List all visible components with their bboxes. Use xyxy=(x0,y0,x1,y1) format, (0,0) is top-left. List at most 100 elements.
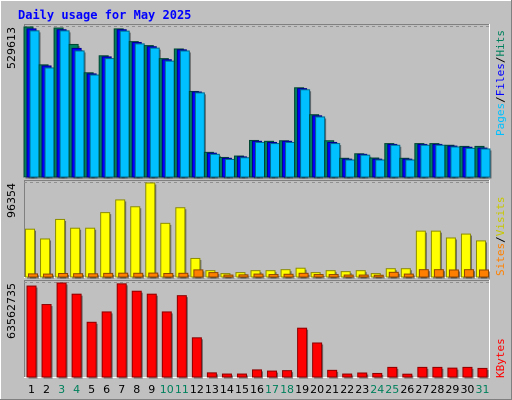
y-max-label: 96354 xyxy=(5,183,18,218)
pages-bar xyxy=(179,50,190,178)
visits-bar xyxy=(160,222,171,278)
legend-files: Files xyxy=(494,63,507,96)
kbytes-bar xyxy=(327,369,338,378)
sites-bar xyxy=(283,273,294,278)
x-tick-label: 30 xyxy=(460,383,474,396)
sites-bar xyxy=(373,274,384,278)
kbytes-bar xyxy=(252,369,262,378)
x-tick-label: 24 xyxy=(370,383,384,396)
pages-bar xyxy=(74,50,85,178)
x-tick-label: 1 xyxy=(28,383,35,396)
x-tick-label: 15 xyxy=(235,383,249,396)
visits-bar xyxy=(145,182,156,278)
x-tick-label: 8 xyxy=(133,383,140,396)
kbytes-bar xyxy=(462,366,473,378)
x-tick-label: 5 xyxy=(88,383,95,396)
sites-bar xyxy=(433,269,444,278)
pages-bar xyxy=(375,159,386,178)
sites-bar xyxy=(343,274,354,278)
sites-bar-shadow xyxy=(360,276,370,279)
pages-bar xyxy=(89,74,100,178)
visits-bar xyxy=(130,206,141,278)
kbytes-bar xyxy=(71,293,82,378)
sites-bar xyxy=(238,274,249,278)
x-tick-label: 20 xyxy=(310,383,324,396)
x-tick-label: 6 xyxy=(103,383,110,396)
kbytes-bar xyxy=(477,367,488,378)
kbytes-bar xyxy=(101,311,112,378)
pages-bar xyxy=(300,89,311,178)
kbytes-bar xyxy=(402,373,413,378)
sites-bar xyxy=(163,272,174,278)
pages-bar xyxy=(209,153,220,178)
pages-bar xyxy=(315,116,326,178)
x-tick-label: 16 xyxy=(250,383,264,396)
pages-bar xyxy=(420,144,431,178)
sites-bar xyxy=(88,273,99,278)
legend-pages: Pages xyxy=(494,103,507,136)
sites-bar xyxy=(358,274,369,278)
sites-bar xyxy=(313,274,324,278)
sites-bar xyxy=(193,269,204,278)
visits-bar xyxy=(85,227,96,278)
pages-bar xyxy=(285,141,296,178)
sites-bar xyxy=(28,273,39,278)
sites-bar-shadow xyxy=(375,276,385,279)
kbytes-bar xyxy=(372,372,383,378)
kbytes-bar xyxy=(191,337,202,378)
x-tick-label: 23 xyxy=(355,383,369,396)
kbytes-bar xyxy=(56,282,67,378)
x-tick-label: 13 xyxy=(205,383,219,396)
x-tick-label: 2 xyxy=(43,383,50,396)
sites-bar xyxy=(478,269,489,278)
kbytes-bar xyxy=(176,295,187,378)
pages-bar xyxy=(239,157,250,178)
pages-bar xyxy=(59,30,70,178)
kbytes-bar xyxy=(26,285,37,378)
x-tick-label: 4 xyxy=(73,383,80,396)
sites-bar-shadow xyxy=(345,276,355,279)
pages-bar xyxy=(29,30,40,178)
legend-separator: / xyxy=(494,236,507,243)
visits-bar xyxy=(70,227,81,278)
kbytes-bar xyxy=(86,321,97,378)
x-tick-label: 27 xyxy=(415,383,429,396)
pages-bar xyxy=(270,143,281,178)
pages-bar xyxy=(360,154,371,178)
x-tick-label: 26 xyxy=(400,383,414,396)
sites-bar xyxy=(418,269,429,278)
visits-bar xyxy=(25,228,36,278)
kbytes-bar xyxy=(312,342,323,378)
pages-bar xyxy=(134,43,145,178)
pages-bar xyxy=(194,92,205,178)
x-tick-label: 3 xyxy=(58,383,65,396)
x-tick-label: 28 xyxy=(430,383,444,396)
pages-bar xyxy=(149,47,160,178)
sites-bar xyxy=(388,271,399,278)
kbytes-bar xyxy=(267,370,278,378)
pages-bar xyxy=(435,144,446,178)
kbytes-bar xyxy=(387,366,398,378)
kbytes-bar xyxy=(41,304,52,378)
y-max-label: 529613 xyxy=(5,27,18,69)
legend-sites: Sites xyxy=(494,243,507,276)
kbytes-bar xyxy=(417,366,428,378)
sites-bar xyxy=(73,273,84,278)
chart-title: Daily usage for May 2025 xyxy=(18,8,191,22)
kbytes-bar xyxy=(342,373,353,378)
sites-bar xyxy=(103,272,114,278)
kbytes-bar xyxy=(282,370,293,378)
sites-bar xyxy=(298,272,309,278)
kbytes-bar xyxy=(447,367,458,378)
sites-bar xyxy=(133,272,144,278)
sites-bar xyxy=(58,272,69,278)
legend-visits: Visits xyxy=(494,197,507,237)
pages-bar xyxy=(345,159,356,178)
kbytes-bar xyxy=(357,372,368,378)
x-tick-label: 31 xyxy=(475,383,489,396)
x-tick-label: 25 xyxy=(385,383,399,396)
sites-bar xyxy=(208,272,219,278)
x-tick-label: 9 xyxy=(148,383,155,396)
pages-bar xyxy=(44,67,55,178)
kbytes-bar xyxy=(432,366,443,378)
